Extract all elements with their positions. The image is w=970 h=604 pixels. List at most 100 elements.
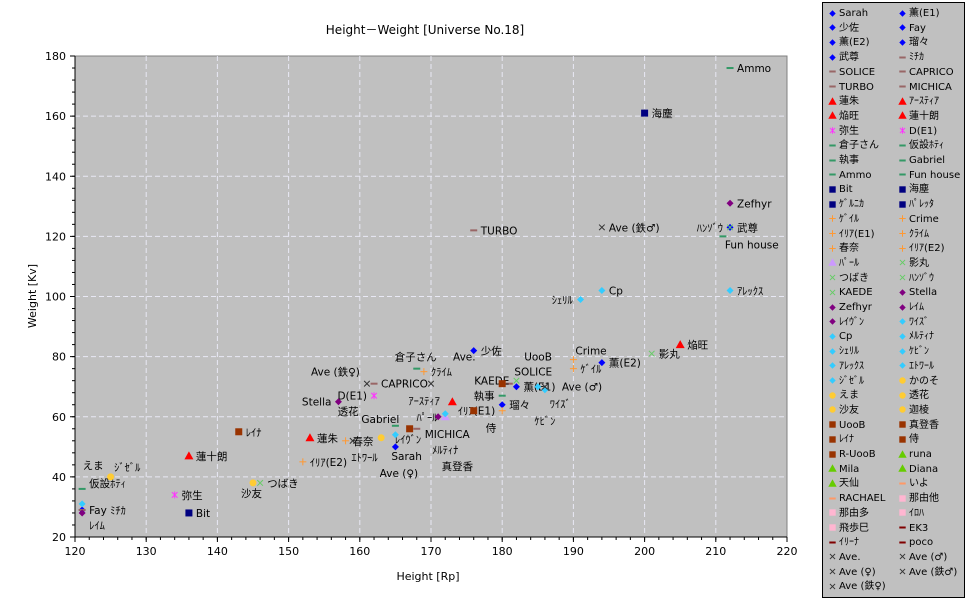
point-label: 侍 — [486, 423, 497, 435]
marker-circle — [829, 406, 836, 414]
legend-item: いよ — [898, 477, 929, 491]
legend-label: ｲﾘｱ(E1) — [839, 228, 875, 240]
data-point: MICHICA — [413, 427, 471, 441]
legend-marker-icon — [899, 333, 906, 340]
legend-item: 迦棱 — [898, 404, 929, 418]
legend-marker-icon — [829, 244, 836, 252]
marker-square — [899, 186, 906, 193]
marker-square — [235, 428, 243, 436]
legend-item: ﾒﾙﾃｨﾅ — [898, 330, 934, 344]
legend-marker-icon — [899, 526, 906, 529]
legend-item: ｼｪﾘﾙ — [828, 345, 859, 359]
legend-item: Mila — [828, 463, 859, 477]
data-point: Cp — [598, 285, 623, 297]
point-label: ｹﾞｲﾙ — [580, 364, 602, 376]
legend-label: かのそ — [909, 375, 939, 387]
legend-label: Diana — [909, 463, 939, 475]
legend-item: ｸﾗｲﾑ — [898, 228, 929, 242]
legend-item: ｲﾘｱ(E2) — [898, 242, 944, 256]
legend-item: Ave (鉄♀) — [828, 580, 886, 594]
marker-asterisk — [370, 392, 378, 400]
legend-item: 侍 — [898, 433, 919, 447]
legend-item: 蓮朱 — [828, 95, 859, 109]
data-point: ﾜｲｽﾞ — [534, 383, 571, 411]
data-point: 影丸 — [648, 348, 680, 361]
data-point: CAPRICO — [370, 379, 428, 391]
marker-plus — [498, 407, 506, 415]
legend-marker-icon — [829, 200, 836, 208]
legend-label: 瑠々 — [909, 37, 929, 49]
legend-label: runa — [909, 449, 932, 460]
legend-marker-icon — [899, 494, 906, 502]
point-label: ｸﾗｲﾑ — [431, 367, 452, 379]
data-point: Sarah — [391, 443, 422, 463]
legend-marker-icon — [829, 347, 836, 355]
marker-diamond — [829, 9, 836, 17]
data-point: 春奈 — [342, 435, 374, 448]
legend-marker-icon — [828, 96, 837, 105]
marker-plus — [829, 230, 836, 237]
legend-marker-icon — [899, 144, 906, 147]
legend-label: 倉子さん — [839, 140, 879, 152]
legend-item: ｲﾛﾊ — [898, 507, 924, 521]
marker-diamond — [899, 9, 906, 17]
scatter-chart: Height－Weight [Universe No.18] 120 130 140… — [26, 23, 798, 583]
legend-item: ﾐﾁｶ — [898, 51, 924, 65]
legend-item: 焔旺 — [828, 110, 859, 124]
point-label: ﾐﾁｶ — [110, 505, 126, 517]
legend-marker-icon — [899, 289, 906, 296]
legend-label: ｹﾞﾙﾆｶ — [839, 199, 864, 211]
point-label: Ave (鉄♀) — [311, 366, 360, 379]
legend-label: Ave. — [839, 551, 861, 563]
x-tick-label: 140 — [207, 545, 228, 558]
marker-diamond — [534, 383, 542, 391]
legend-label: Mila — [839, 463, 860, 475]
marker-circle — [249, 479, 257, 487]
marker-square — [899, 509, 906, 516]
legend-label: Stella — [909, 287, 938, 299]
legend-marker-icon — [899, 482, 906, 485]
data-point: SOLICE — [505, 367, 552, 385]
x-tick-label: 170 — [421, 545, 442, 558]
marker-diamond — [470, 347, 478, 355]
legend-label: 薫(E1) — [909, 8, 940, 19]
data-point: 侍 — [470, 407, 497, 435]
legend-label: 蓮十朗 — [909, 110, 939, 122]
data-point: ｼﾞｾﾞﾙ — [78, 462, 141, 508]
marker-diamond — [829, 39, 836, 46]
marker-x — [899, 553, 906, 560]
legend-marker-icon — [829, 524, 836, 531]
point-label: ﾜｲｽﾞ — [550, 399, 571, 411]
point-label: ﾒﾙﾃｨﾅ — [432, 445, 458, 457]
point-label: 薫(E2) — [609, 357, 641, 370]
x-tick-label: 210 — [705, 545, 726, 558]
legend-item: runa — [898, 448, 932, 462]
legend-item: Ave (鉄♂) — [898, 566, 957, 580]
legend-item: ｹﾋﾞﾝ — [898, 345, 929, 359]
marker-square — [899, 494, 906, 502]
marker-x — [541, 383, 549, 390]
point-label: 弥生 — [182, 489, 203, 502]
y-tick-label: 20 — [52, 531, 66, 544]
marker-circle — [899, 391, 906, 399]
legend-marker-icon — [829, 421, 836, 428]
marker-plus — [899, 230, 906, 237]
marker-triangle — [898, 449, 907, 458]
legend-item: 天仙 — [828, 477, 859, 491]
point-label: MICHICA — [425, 429, 471, 441]
marker-square — [829, 524, 836, 531]
marker-plus — [569, 356, 577, 364]
marker-square — [406, 425, 414, 433]
legend-label: Ammo — [839, 169, 872, 181]
legend-label: ｼﾞｾﾞﾙ — [839, 375, 864, 387]
marker-cross — [726, 224, 734, 231]
point-label: ｼﾞｾﾞﾙ — [114, 462, 141, 474]
marker-square — [498, 380, 506, 388]
legend-label: MICHICA — [909, 81, 952, 93]
legend-item: ｹﾞﾙﾆｶ — [828, 198, 864, 212]
marker-diamond — [899, 347, 906, 355]
legend-item: R-UooB — [828, 448, 876, 462]
legend-label: ﾊﾝｿﾞｳ — [909, 272, 934, 284]
legend-marker-icon — [829, 53, 836, 61]
data-point: 瑠々 — [498, 400, 530, 412]
